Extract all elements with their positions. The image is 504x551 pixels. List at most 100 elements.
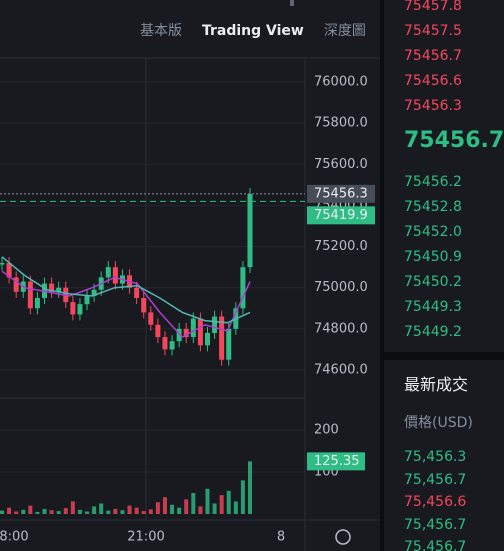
candle [176,328,182,342]
volume-bar [7,507,12,514]
ask-price: 75457.5 [404,23,462,39]
candle [219,316,225,360]
volume-bar [155,502,160,514]
volume-bar [35,511,40,514]
volume-bar [77,509,82,514]
moving-average [1,256,251,324]
candle [6,263,12,278]
volume-bar [134,507,139,514]
volume-bar [113,508,118,514]
volume-bar [191,493,196,514]
candle [240,267,246,309]
volume-bar [49,510,54,514]
volume-bar [0,510,4,514]
volume-bar [56,511,61,514]
trade-price: 75,456.3 [404,449,467,465]
volume-label: 125.35 [314,454,360,469]
candle [77,304,83,315]
y-tick-label: 76000.0 [314,75,368,90]
bid-price: 75452.0 [404,224,462,240]
bid-price: 75449.3 [404,299,462,315]
volume-bar [198,506,203,514]
y-tick-label: 74800.0 [314,321,368,336]
candle [212,316,218,333]
bid-price: 75450.9 [404,249,462,265]
candle [134,287,140,298]
volume-bar [177,507,182,514]
x-tick-label: 8:00 [0,530,29,545]
volume-bar [226,490,231,514]
ask-price: 75456.3 [404,98,462,114]
volume-bar [85,511,90,514]
volume-bar [63,508,68,514]
bid-price: 75452.8 [404,199,462,215]
y-tick-label: 75600.0 [314,157,368,172]
tab[interactable]: 深度圖 [323,23,366,39]
candle [141,297,147,313]
volume-bar [106,510,111,514]
trades-panel: 最新成交價格(USD) 75,456.3 75,456.7 75,456.6 75,45… [384,360,504,551]
ask-price: 75457.8 [404,0,462,14]
moving-average [1,270,251,339]
volume-bar [148,509,153,514]
candle [70,302,76,315]
volume-bar [162,497,167,514]
candle [13,277,19,292]
chart: 74600.074800.075000.075200.075400.075600… [0,0,380,551]
tab[interactable]: 基本版 [140,23,182,39]
volume-bar [42,508,47,514]
candle [155,324,161,338]
x-tick-label: 8 [277,530,285,545]
volume-bar [92,506,97,514]
candle [183,328,189,338]
volume-bar [70,501,75,514]
trade-price: 75,456.7 [404,516,467,533]
price-label: 75456.3 [314,186,368,201]
price-label: 75419.9 [314,208,368,223]
settings-icon[interactable] [335,529,351,545]
candle [0,263,5,265]
tabs: 基本版 Trading View 深度圖 [140,20,386,40]
volume-bar [248,461,252,514]
candle [105,267,111,278]
y-tick-label: 75000.0 [314,280,368,295]
y-tick-label: 74600.0 [314,362,368,377]
candle [91,289,97,296]
y-tick-label: 75200.0 [314,239,368,254]
candle [27,281,33,309]
candle [84,295,90,305]
tab[interactable]: Trading View [202,23,304,39]
candle [190,318,196,338]
volume-bar [127,505,132,514]
candle [169,341,175,350]
y-tick-label: 200 [314,423,339,438]
trades-title: 最新成交 [404,375,469,394]
trades-header: 價格(USD) [404,415,473,431]
trade-price: 75,456.7 [404,471,467,488]
ask-price: 75456.6 [404,73,462,89]
volume-bar [233,501,238,514]
volume-bar [14,511,19,514]
x-tick-label: 21:00 [127,530,164,545]
volume-bar [21,509,26,514]
candle [34,297,40,309]
volume-bar [205,488,210,514]
price-label-box [307,184,375,203]
volume-bar [240,480,245,514]
volume-bar [184,499,189,514]
candle [226,328,232,360]
candle [49,283,55,292]
volume-bar [99,503,104,514]
candle [56,287,62,292]
trade-price: 75,456.7 [404,539,467,551]
trade-price: 75,456.6 [404,494,467,510]
candle [247,193,253,268]
candle [112,267,118,284]
scroll-handle [290,0,294,6]
volume-bar [141,511,146,514]
price-label-box [307,206,375,225]
bid-price: 75450.2 [404,274,462,290]
ask-price: 75456.7 [404,48,462,64]
volume-label-box [307,452,365,471]
